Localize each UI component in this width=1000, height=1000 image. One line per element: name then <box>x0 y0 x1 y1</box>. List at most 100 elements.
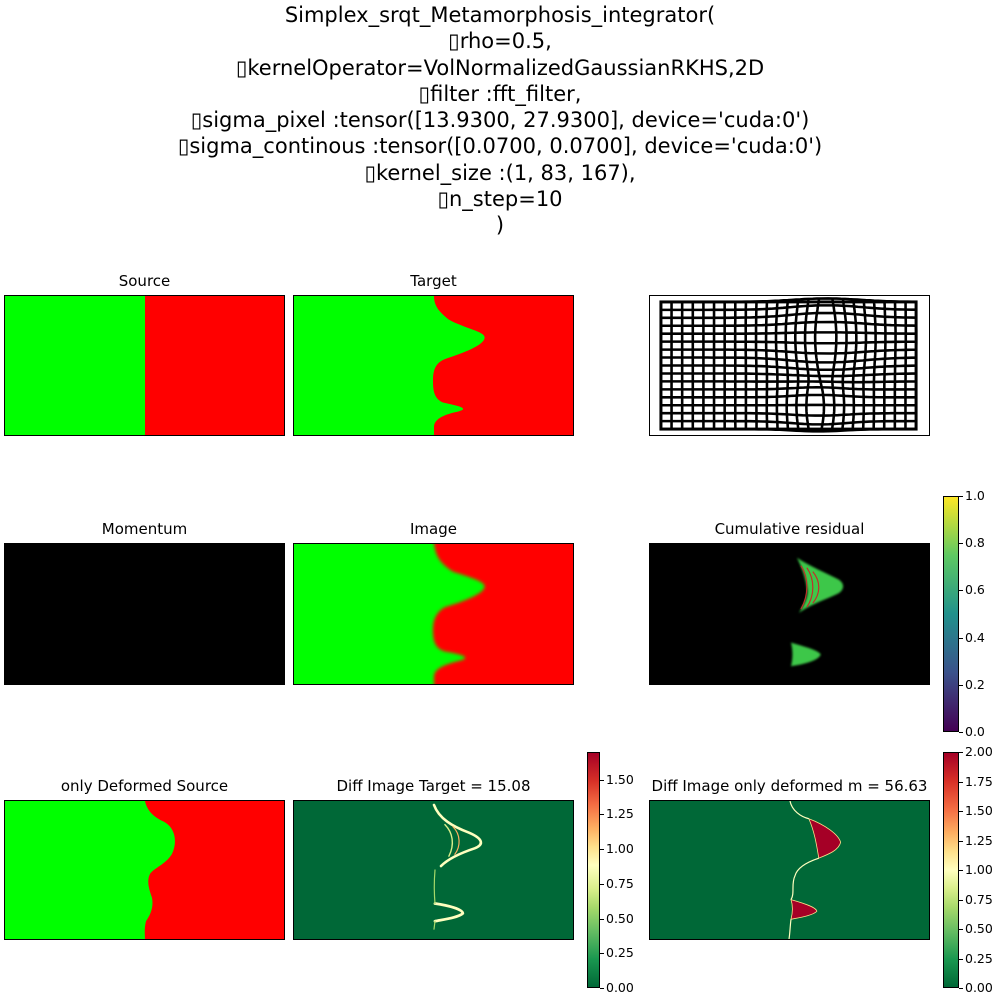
grid-horizontal-line <box>660 419 917 426</box>
colorbar-tick-mark <box>959 638 963 639</box>
deformation-grid <box>659 297 918 433</box>
colorbar-tick-label: 0.00 <box>606 980 634 995</box>
colorbar-tick-label: 0.75 <box>965 892 993 907</box>
colorbar-tick-label: 0.4 <box>965 630 985 645</box>
only-deformed-source-title: only Deformed Source <box>60 777 229 795</box>
colorbar-tick-mark <box>959 496 963 497</box>
only-deformed-source-panel <box>4 800 285 940</box>
grid-horizontal-line <box>660 331 917 335</box>
momentum-field <box>5 544 284 684</box>
diff-deformed-upper-lobe <box>808 818 842 859</box>
colorbar-tick-label: 1.50 <box>965 803 993 818</box>
cumulative-residual-title: Cumulative residual <box>714 520 865 538</box>
colorbar-tick-mark <box>959 752 963 753</box>
colorbar-tick-label: 0.50 <box>965 921 993 936</box>
residual-lower-lobe <box>790 642 821 667</box>
colorbar-tick-label: 1.25 <box>965 833 993 848</box>
colorbar-tick-mark <box>600 849 604 850</box>
grid-horizontal-line <box>660 340 917 345</box>
grid-horizontal-line <box>660 411 917 417</box>
source-green-region <box>5 296 145 435</box>
suptitle-line: ▯kernelOperator=VolNormalizedGaussianRKH… <box>235 55 765 80</box>
colorbar-tick-mark <box>959 870 963 871</box>
diff-target-colorbar <box>587 752 600 988</box>
colorbar-tick-label: 0.25 <box>965 951 993 966</box>
suptitle-line: ▯sigma_continous :tensor([0.0700, 0.0700… <box>177 134 823 159</box>
colorbar-tick-label: 2.00 <box>965 744 993 759</box>
target-title: Target <box>410 272 457 290</box>
suptitle-line: ▯sigma_pixel :tensor([13.9300, 27.9300],… <box>190 108 810 133</box>
diff-deformed-title: Diff Image only deformed m = 56.63 <box>651 777 928 795</box>
colorbar-tick-label: 0.0 <box>965 724 985 739</box>
suptitle-line: ▯kernel_size :(1, 83, 167), <box>364 160 636 185</box>
colorbar-tick-mark <box>959 929 963 930</box>
grid-horizontal-line <box>660 320 917 328</box>
residual-red-arcs <box>800 565 820 610</box>
grid-horizontal-line <box>660 356 917 364</box>
grid-horizontal-line <box>660 348 917 355</box>
grid-horizontal-line <box>660 304 917 312</box>
colorbar-tick-mark <box>959 841 963 842</box>
colorbar-tick-label: 1.75 <box>965 774 993 789</box>
diff-target-panel <box>293 800 574 940</box>
diff-deformed-thin-edge <box>788 801 819 939</box>
target-green-region <box>294 296 485 435</box>
colorbar-tick-mark <box>959 959 963 960</box>
image-green-region <box>294 544 485 684</box>
colorbar-tick-mark <box>959 685 963 686</box>
diff-target-title: Diff Image Target = 15.08 <box>336 777 531 795</box>
grid-horizontal-line <box>660 364 917 372</box>
suptitle-line: ▯rho=0.5, <box>448 29 552 54</box>
colorbar-tick-label: 1.00 <box>965 862 993 877</box>
grid-horizontal-line <box>660 297 917 304</box>
colorbar-tick-label: 0.25 <box>606 945 634 960</box>
residual-upper-lobe <box>796 557 844 614</box>
colorbar-tick-mark <box>959 900 963 901</box>
colorbar-tick-mark <box>600 919 604 920</box>
suptitle-line: ) <box>495 213 505 238</box>
colorbar-tick-mark <box>959 590 963 591</box>
grid-horizontal-line <box>660 311 917 320</box>
momentum-title: Momentum <box>101 520 188 538</box>
image-title: Image <box>410 520 457 538</box>
colorbar-tick-label: 1.00 <box>606 841 634 856</box>
colorbar-tick-mark <box>600 988 604 989</box>
grid-horizontal-line <box>660 427 917 433</box>
residual-colorbar <box>943 496 959 732</box>
figure-suptitle: Simplex_srqt_Metamorphosis_integrator( ▯… <box>0 2 1000 239</box>
cumulative-residual-panel <box>649 543 930 685</box>
colorbar-tick-mark <box>600 953 604 954</box>
colorbar-tick-mark <box>959 811 963 812</box>
colorbar-tick-mark <box>959 782 963 783</box>
colorbar-tick-mark <box>600 780 604 781</box>
colorbar-tick-label: 1.50 <box>606 772 634 787</box>
colorbar-tick-label: 0.2 <box>965 677 985 692</box>
diff-deformed-colorbar <box>943 752 959 988</box>
colorbar-tick-label: 0.8 <box>965 535 985 550</box>
image-panel <box>293 543 574 685</box>
colorbar-tick-label: 1.25 <box>606 806 634 821</box>
source-title: Source <box>118 272 171 290</box>
colorbar-tick-mark <box>959 732 963 733</box>
suptitle-line: ▯n_step=10 <box>437 187 563 212</box>
colorbar-tick-label: 0.75 <box>606 876 634 891</box>
colorbar-tick-label: 0.50 <box>606 911 634 926</box>
diff-deformed-lower-lobe <box>790 898 818 920</box>
grid-horizontal-line <box>660 372 917 378</box>
source-red-region <box>144 296 284 435</box>
grid-horizontal-line <box>660 386 917 391</box>
colorbar-tick-mark <box>959 543 963 544</box>
deformed-green-region <box>5 801 175 939</box>
colorbar-tick-mark <box>959 988 963 989</box>
colorbar-tick-mark <box>600 814 604 815</box>
diff-deformed-panel <box>649 800 930 940</box>
diff-target-edges <box>432 803 483 930</box>
deformation-grid-panel <box>649 295 930 436</box>
target-panel <box>293 295 574 436</box>
suptitle-line: ▯filter :fft_filter, <box>418 81 582 106</box>
grid-horizontal-line <box>660 393 917 399</box>
suptitle-line: Simplex_srqt_Metamorphosis_integrator( <box>284 3 716 27</box>
grid-horizontal-line <box>660 380 917 384</box>
momentum-panel <box>4 543 285 685</box>
grid-vertical-line <box>774 300 779 430</box>
